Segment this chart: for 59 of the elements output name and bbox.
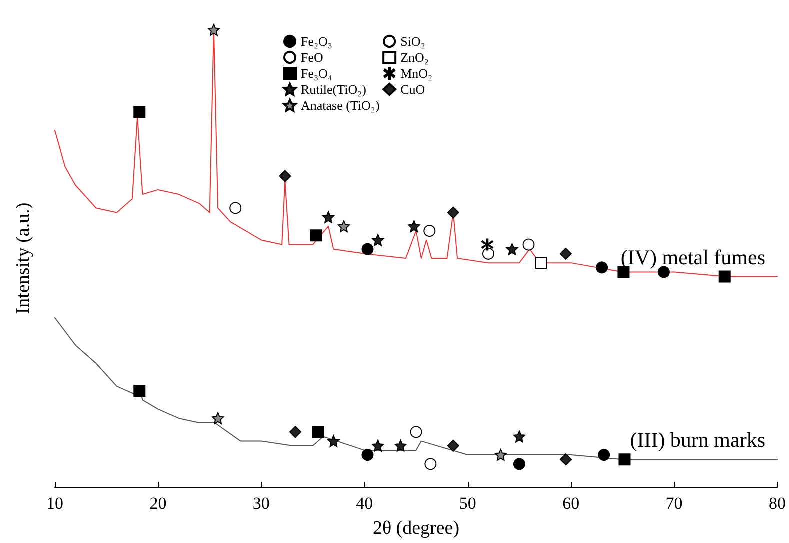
point	[513, 458, 526, 470]
legend-label: Anatase (TiO₂)	[301, 98, 380, 113]
point	[513, 430, 526, 443]
x-tick-label: 30	[252, 494, 270, 513]
point	[279, 170, 292, 182]
point	[424, 225, 436, 238]
legend-label: SiO₂	[400, 34, 426, 49]
point	[208, 24, 220, 36]
point	[134, 106, 146, 118]
y-axis-title: Intensity (a.u.)	[13, 202, 34, 314]
point	[535, 257, 548, 270]
legend-label: FeO	[301, 50, 324, 65]
point	[494, 449, 507, 462]
x-tick-label: 70	[666, 494, 683, 513]
legend-label: ZnO₂	[400, 50, 429, 65]
point	[394, 440, 407, 452]
point	[718, 270, 731, 283]
point	[312, 426, 324, 438]
legend-label: Fe₃O₄	[301, 66, 333, 81]
point	[481, 238, 494, 251]
point	[424, 458, 437, 470]
point	[447, 440, 460, 452]
point	[328, 435, 340, 448]
x-tick-label: 60	[562, 494, 580, 513]
point	[447, 206, 460, 219]
legend-label: Rutile(TiO₂)	[301, 82, 366, 97]
legend-label: MnO₂	[400, 66, 433, 81]
x-tick-label: 80	[769, 494, 786, 513]
point	[618, 454, 631, 466]
point	[560, 248, 572, 260]
series-label: (III) burn marks	[630, 428, 766, 452]
x-tick-label: 10	[46, 494, 64, 513]
point	[522, 238, 535, 251]
x-tick-label: 20	[150, 494, 167, 513]
point	[482, 248, 494, 260]
point	[362, 449, 374, 462]
point	[310, 230, 322, 242]
point	[338, 220, 350, 233]
point	[362, 243, 374, 256]
point	[408, 220, 420, 233]
point	[230, 202, 242, 214]
point	[658, 266, 670, 278]
x-axis-title: 2θ (degree)	[372, 518, 460, 539]
point	[372, 234, 384, 246]
point	[372, 440, 384, 452]
point	[289, 426, 302, 438]
point	[598, 449, 610, 462]
x-tick-label: 40	[356, 494, 374, 513]
point	[212, 412, 224, 424]
legend-label: CuO	[400, 82, 426, 97]
point	[596, 262, 608, 274]
point	[560, 454, 572, 466]
legend-label: Fe₂O₃	[301, 34, 332, 49]
point	[134, 385, 146, 398]
point	[506, 243, 518, 256]
x-tick-label: 50	[459, 494, 476, 513]
point	[322, 211, 335, 224]
point	[410, 426, 422, 438]
series-label: (IV) metal fumes	[620, 245, 766, 270]
